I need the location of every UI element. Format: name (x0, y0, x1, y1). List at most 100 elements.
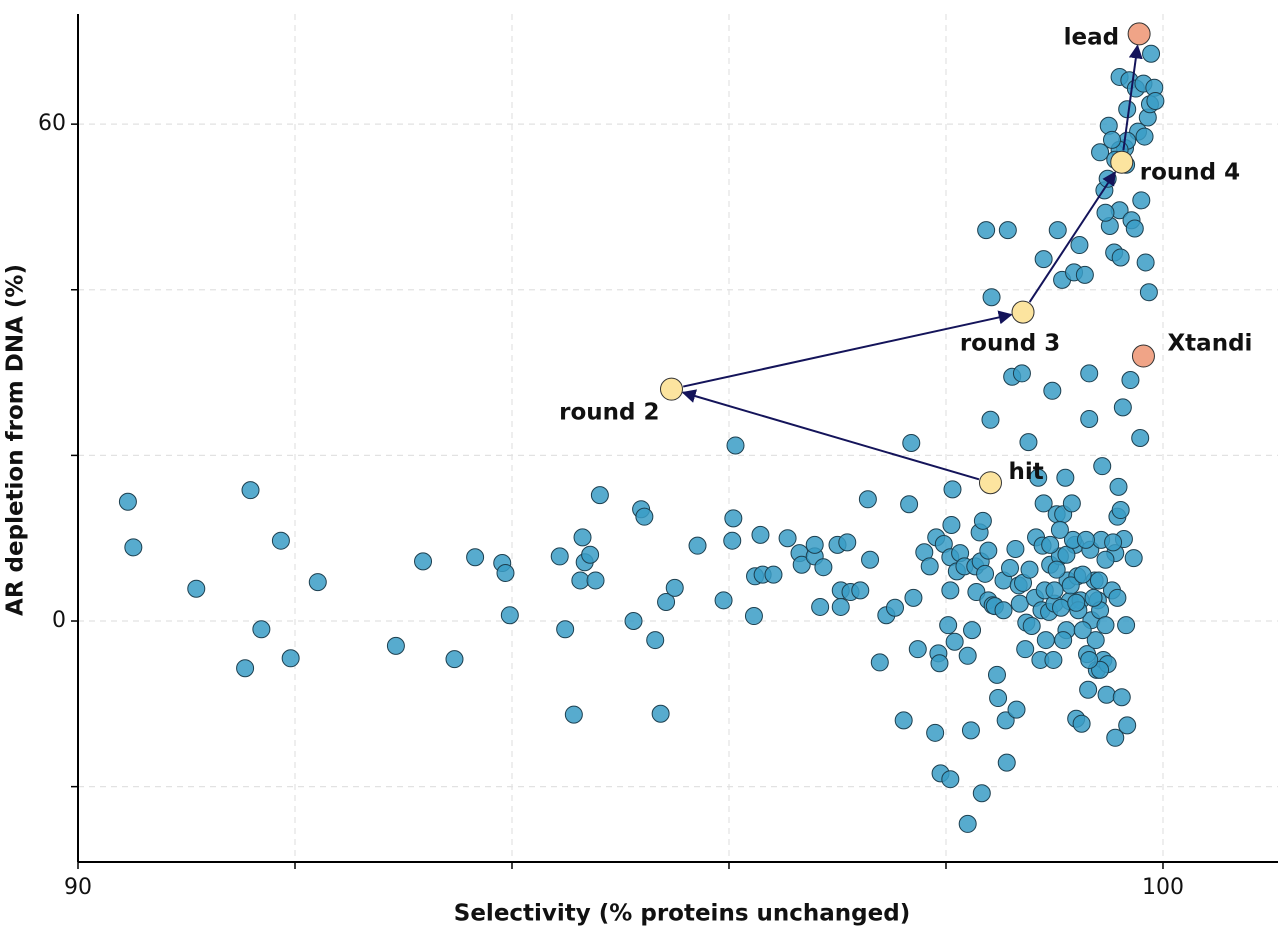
point (1096, 203, 1115, 222)
point (124, 538, 143, 557)
point (564, 705, 583, 724)
x-tick-label: 100 (1142, 875, 1184, 900)
point (1104, 533, 1123, 552)
point (1019, 433, 1038, 452)
point (1109, 477, 1128, 496)
point (1057, 545, 1076, 564)
point (1111, 248, 1130, 267)
point (942, 515, 961, 534)
point (236, 659, 255, 678)
point (723, 531, 742, 550)
point (1102, 130, 1121, 149)
point (902, 433, 921, 452)
point (308, 573, 327, 592)
point (1132, 191, 1151, 210)
point (1096, 616, 1115, 635)
point (1012, 364, 1031, 383)
point (1080, 409, 1099, 428)
point (651, 704, 670, 723)
point (1029, 468, 1048, 487)
point (1010, 594, 1029, 613)
point (811, 597, 830, 616)
point (987, 665, 1006, 684)
point (581, 545, 600, 564)
point (573, 528, 592, 547)
point (241, 481, 260, 500)
point (1052, 598, 1071, 617)
point (1106, 728, 1125, 747)
highlight-point (978, 471, 1002, 495)
point (1067, 593, 1086, 612)
point (1089, 571, 1108, 590)
point (635, 507, 654, 526)
point (963, 621, 982, 640)
point (1054, 631, 1073, 650)
point (838, 533, 857, 552)
point (665, 578, 684, 597)
point (920, 557, 939, 576)
point (958, 646, 977, 665)
point (1108, 588, 1127, 607)
point (1070, 236, 1089, 255)
point (858, 490, 877, 509)
point (187, 579, 206, 598)
point-label: round 4 (1140, 160, 1240, 186)
point (994, 601, 1013, 620)
point (926, 723, 945, 742)
highlight-point (1011, 300, 1035, 324)
point (997, 753, 1016, 772)
point (1091, 143, 1110, 162)
point (870, 653, 889, 672)
point (900, 495, 919, 514)
point (1073, 621, 1092, 640)
point (1075, 265, 1094, 284)
point (805, 535, 824, 554)
point (996, 711, 1015, 730)
point (1047, 560, 1066, 579)
y-tick-label: 60 (38, 111, 66, 136)
point (958, 814, 977, 833)
point (1121, 371, 1140, 390)
reference-point (1131, 344, 1155, 368)
point (894, 711, 913, 730)
point (1056, 468, 1075, 487)
arrow (1122, 44, 1143, 151)
point (688, 536, 707, 555)
point-label: Xtandi (1167, 331, 1252, 357)
point (973, 511, 992, 530)
point (1048, 221, 1067, 240)
point (851, 581, 870, 600)
point (445, 650, 464, 669)
point-label: round 3 (960, 331, 1060, 357)
point (1125, 219, 1144, 238)
point (1072, 714, 1091, 733)
point (414, 552, 433, 571)
point (939, 616, 958, 635)
point (1001, 559, 1020, 578)
arrow (1028, 171, 1116, 303)
point (814, 558, 833, 577)
point (1006, 539, 1025, 558)
point (1093, 457, 1112, 476)
point (726, 436, 745, 455)
point (930, 654, 949, 673)
point (989, 689, 1008, 708)
point (496, 563, 515, 582)
highlight-point (1110, 150, 1134, 174)
point (1097, 685, 1116, 704)
point (1043, 381, 1062, 400)
points (118, 44, 1165, 833)
point (118, 492, 137, 511)
point (1034, 494, 1053, 513)
point (979, 541, 998, 560)
point (764, 565, 783, 584)
point (1131, 429, 1150, 447)
point (1084, 588, 1103, 607)
point (1020, 560, 1039, 579)
point-label: lead (1064, 24, 1119, 50)
point (1113, 398, 1132, 417)
point (751, 525, 770, 544)
point (1036, 631, 1055, 650)
